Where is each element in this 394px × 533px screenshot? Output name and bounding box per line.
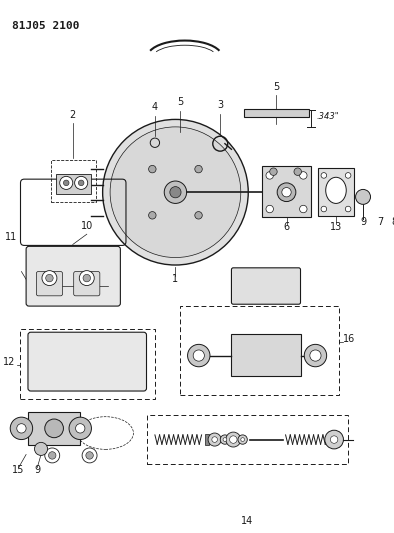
Circle shape <box>193 350 204 361</box>
Circle shape <box>223 438 227 441</box>
Circle shape <box>389 187 394 198</box>
FancyBboxPatch shape <box>231 268 301 304</box>
Circle shape <box>195 165 202 173</box>
Circle shape <box>86 451 93 459</box>
Circle shape <box>345 173 351 178</box>
Text: 2: 2 <box>70 110 76 119</box>
Circle shape <box>325 430 344 449</box>
Text: 9: 9 <box>34 465 40 475</box>
Circle shape <box>42 271 57 286</box>
Text: 15: 15 <box>13 465 25 475</box>
Text: 8: 8 <box>392 217 394 227</box>
FancyBboxPatch shape <box>26 246 121 306</box>
Circle shape <box>63 180 69 185</box>
Circle shape <box>226 432 241 447</box>
Circle shape <box>188 344 210 367</box>
Circle shape <box>76 424 85 433</box>
Circle shape <box>149 165 156 173</box>
Circle shape <box>78 180 84 185</box>
Circle shape <box>241 438 245 441</box>
Text: 1: 1 <box>173 274 178 284</box>
Circle shape <box>17 424 26 433</box>
Circle shape <box>170 187 181 198</box>
Text: .343": .343" <box>316 112 339 121</box>
Circle shape <box>266 172 273 179</box>
Bar <box>205 434 209 445</box>
Text: 14: 14 <box>241 515 253 526</box>
Circle shape <box>82 448 97 463</box>
Circle shape <box>277 183 296 201</box>
Bar <box>180 306 339 395</box>
Bar <box>28 413 80 445</box>
Bar <box>231 334 301 376</box>
Circle shape <box>331 436 338 443</box>
Text: 6: 6 <box>283 222 290 232</box>
Circle shape <box>60 176 73 189</box>
Text: 7: 7 <box>377 217 383 227</box>
Circle shape <box>45 448 60 463</box>
Circle shape <box>69 417 91 440</box>
FancyBboxPatch shape <box>74 271 100 296</box>
Circle shape <box>208 433 221 446</box>
Text: 4: 4 <box>152 102 158 112</box>
Circle shape <box>270 168 277 175</box>
Circle shape <box>149 212 156 219</box>
Text: 5: 5 <box>177 98 183 108</box>
Circle shape <box>321 206 327 212</box>
Text: 9: 9 <box>360 217 366 227</box>
Bar <box>262 166 311 217</box>
Circle shape <box>321 173 327 178</box>
Bar <box>318 168 354 216</box>
Text: 11: 11 <box>6 232 18 242</box>
Circle shape <box>110 127 241 257</box>
Circle shape <box>294 168 301 175</box>
Text: 5: 5 <box>273 82 279 92</box>
Ellipse shape <box>326 177 346 204</box>
Bar <box>147 415 348 464</box>
FancyBboxPatch shape <box>28 332 147 391</box>
Text: 81J05 2100: 81J05 2100 <box>12 21 80 31</box>
Circle shape <box>299 172 307 179</box>
Text: 3: 3 <box>217 100 223 110</box>
Circle shape <box>48 451 56 459</box>
Circle shape <box>46 274 53 282</box>
Circle shape <box>10 417 33 440</box>
Circle shape <box>299 205 307 213</box>
Text: 16: 16 <box>344 334 356 344</box>
Circle shape <box>310 350 321 361</box>
Circle shape <box>79 271 94 286</box>
Circle shape <box>83 274 91 282</box>
Circle shape <box>345 206 351 212</box>
Bar <box>51 159 96 201</box>
Circle shape <box>195 212 202 219</box>
Circle shape <box>282 188 291 197</box>
Circle shape <box>230 436 237 443</box>
Circle shape <box>220 435 230 444</box>
Circle shape <box>45 419 63 438</box>
Circle shape <box>355 189 370 204</box>
Circle shape <box>103 119 248 265</box>
Text: 12: 12 <box>2 357 15 367</box>
Circle shape <box>164 181 187 204</box>
Circle shape <box>304 344 327 367</box>
FancyBboxPatch shape <box>36 271 63 296</box>
Circle shape <box>238 435 247 444</box>
Circle shape <box>74 176 88 189</box>
Bar <box>20 329 155 399</box>
Circle shape <box>212 437 217 442</box>
Circle shape <box>266 205 273 213</box>
Text: 13: 13 <box>330 222 342 231</box>
Bar <box>243 109 309 117</box>
Bar <box>56 174 91 194</box>
Circle shape <box>35 442 48 455</box>
Text: 10: 10 <box>81 221 93 231</box>
